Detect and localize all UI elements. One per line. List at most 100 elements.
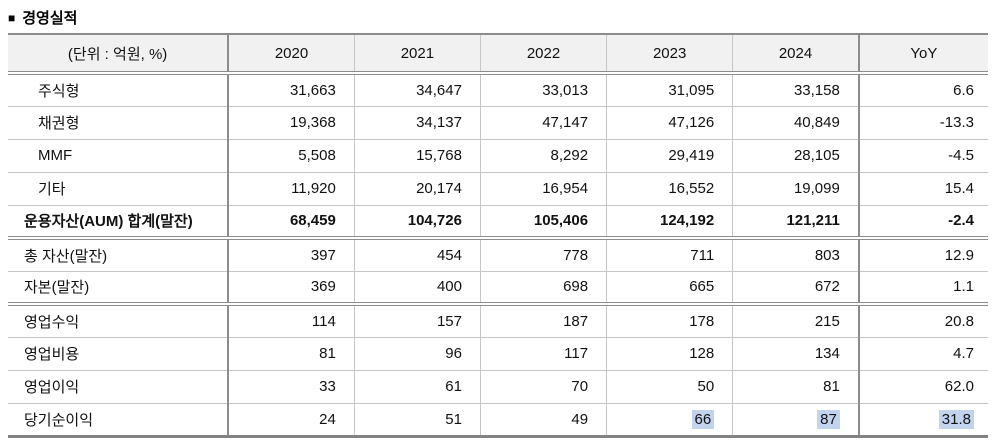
value-cell: 19,368 bbox=[227, 106, 355, 140]
value-cell: 15,768 bbox=[353, 139, 481, 173]
yoy-cell: 31.8 bbox=[857, 403, 988, 436]
yoy-cell: -13.3 bbox=[857, 106, 988, 140]
table-row-capital: 자본(말잔) 369 400 698 665 672 1.1 bbox=[8, 271, 988, 306]
row-label: 총 자산(말잔) bbox=[8, 238, 229, 272]
value-cell: 124,192 bbox=[606, 205, 733, 240]
value-cell: 665 bbox=[606, 271, 733, 306]
value-cell: 178 bbox=[606, 304, 733, 338]
value-cell: 778 bbox=[479, 238, 607, 272]
value-cell: 128 bbox=[606, 337, 733, 371]
value-cell: 104,726 bbox=[353, 205, 481, 240]
row-label: 당기순이익 bbox=[24, 411, 94, 429]
col-header-2024: 2024 bbox=[732, 34, 859, 75]
row-label: 채권형 bbox=[8, 106, 229, 140]
value-cell: 47,126 bbox=[606, 106, 733, 140]
value-cell: 400 bbox=[353, 271, 481, 306]
value-cell: 19,099 bbox=[732, 172, 859, 206]
value-cell: 61 bbox=[353, 370, 481, 404]
table-row-operating-profit: 영업이익 33 61 70 50 81 62.0 bbox=[8, 370, 988, 404]
row-label: 영업이익 bbox=[8, 370, 229, 404]
value-cell: 33,158 bbox=[732, 73, 859, 107]
value-cell: 49 bbox=[479, 403, 607, 436]
table-row-operating-expense: 영업비용 81 96 117 128 134 4.7 bbox=[8, 337, 988, 371]
square-bullet-icon: ■ bbox=[8, 10, 16, 25]
value-cell: 121,211 bbox=[732, 205, 859, 240]
performance-table: (단위 : 억원, %) 2020 2021 2022 2023 2024 Yo… bbox=[8, 33, 988, 438]
selection-highlight: 66 bbox=[691, 409, 715, 429]
value-cell: 34,137 bbox=[353, 106, 481, 140]
value-cell: 33,013 bbox=[479, 73, 607, 107]
value-cell: 114 bbox=[227, 304, 355, 338]
table-row-mmf: MMF 5,508 15,768 8,292 29,419 28,105 -4.… bbox=[8, 139, 988, 173]
col-header-2022: 2022 bbox=[479, 34, 607, 75]
value-cell: 803 bbox=[732, 238, 859, 272]
table-header-row: (단위 : 억원, %) 2020 2021 2022 2023 2024 Yo… bbox=[8, 34, 988, 75]
unit-header: (단위 : 억원, %) bbox=[8, 34, 229, 75]
value-cell: 8,292 bbox=[479, 139, 607, 173]
yoy-cell: 1.1 bbox=[857, 271, 988, 306]
value-cell: 711 bbox=[606, 238, 733, 272]
yoy-cell: 15.4 bbox=[857, 172, 988, 206]
value-cell: 50 bbox=[606, 370, 733, 404]
row-label: 영업비용 bbox=[8, 337, 229, 371]
value-cell: 5,508 bbox=[227, 139, 355, 173]
row-label: 운용자산(AUM) 합계(말잔) bbox=[8, 205, 229, 240]
value-cell: 134 bbox=[732, 337, 859, 371]
table-row-bond: 채권형 19,368 34,137 47,147 47,126 40,849 -… bbox=[8, 106, 988, 140]
value-cell: 369 bbox=[227, 271, 355, 306]
value-cell: 20,174 bbox=[353, 172, 481, 206]
col-header-2021: 2021 bbox=[353, 34, 481, 75]
value-cell: 16,954 bbox=[479, 172, 607, 206]
table-row-equity: 주식형 31,663 34,647 33,013 31,095 33,158 6… bbox=[8, 73, 988, 107]
yoy-cell: -4.5 bbox=[857, 139, 988, 173]
value-cell: 33 bbox=[227, 370, 355, 404]
row-label: 자본(말잔) bbox=[8, 271, 229, 306]
row-label: 주식형 bbox=[8, 73, 229, 107]
col-header-2020: 2020 bbox=[227, 34, 355, 75]
section-title: ■ 경영실적 bbox=[8, 8, 988, 27]
value-cell: 105,406 bbox=[479, 205, 607, 240]
yoy-cell: 4.7 bbox=[857, 337, 988, 371]
table-row-aum-total: 운용자산(AUM) 합계(말잔) 68,459 104,726 105,406 … bbox=[8, 205, 988, 240]
value-cell: 70 bbox=[479, 370, 607, 404]
row-label: 기타 bbox=[8, 172, 229, 206]
value-cell: 672 bbox=[732, 271, 859, 306]
value-cell: 47,147 bbox=[479, 106, 607, 140]
value-cell: 24 bbox=[227, 403, 355, 436]
value-cell: 117 bbox=[479, 337, 607, 371]
value-cell: 187 bbox=[479, 304, 607, 338]
value-cell: 81 bbox=[227, 337, 355, 371]
value-cell: 11,920 bbox=[227, 172, 355, 206]
yoy-cell: 12.9 bbox=[857, 238, 988, 272]
value-cell: 215 bbox=[732, 304, 859, 338]
yoy-cell: 20.8 bbox=[857, 304, 988, 338]
value-cell: 66 bbox=[606, 403, 733, 436]
table-row-net-profit: 당기순이익 24 51 49 66 87 31.8 bbox=[8, 403, 988, 436]
value-cell: 87 bbox=[732, 403, 859, 436]
value-cell: 31,095 bbox=[606, 73, 733, 107]
value-cell: 28,105 bbox=[732, 139, 859, 173]
yoy-cell: -2.4 bbox=[857, 205, 988, 240]
value-cell: 81 bbox=[732, 370, 859, 404]
section-title-text: 경영실적 bbox=[22, 10, 78, 27]
value-cell: 454 bbox=[353, 238, 481, 272]
value-cell: 29,419 bbox=[606, 139, 733, 173]
table-row-operating-revenue: 영업수익 114 157 187 178 215 20.8 bbox=[8, 304, 988, 338]
value-cell: 31,663 bbox=[227, 73, 355, 107]
col-header-2023: 2023 bbox=[606, 34, 733, 75]
yoy-cell: 62.0 bbox=[857, 370, 988, 404]
value-cell: 40,849 bbox=[732, 106, 859, 140]
col-header-yoy: YoY bbox=[857, 34, 988, 75]
table-row-total-assets: 총 자산(말잔) 397 454 778 711 803 12.9 bbox=[8, 238, 988, 272]
value-cell: 157 bbox=[353, 304, 481, 338]
yoy-cell: 6.6 bbox=[857, 73, 988, 107]
row-label: MMF bbox=[8, 139, 229, 173]
value-cell: 698 bbox=[479, 271, 607, 306]
value-cell: 51 bbox=[353, 403, 481, 436]
value-cell: 68,459 bbox=[227, 205, 355, 240]
selection-highlight: 31.8 bbox=[938, 409, 974, 429]
value-cell: 34,647 bbox=[353, 73, 481, 107]
row-label: 영업수익 bbox=[8, 304, 229, 338]
value-cell: 397 bbox=[227, 238, 355, 272]
